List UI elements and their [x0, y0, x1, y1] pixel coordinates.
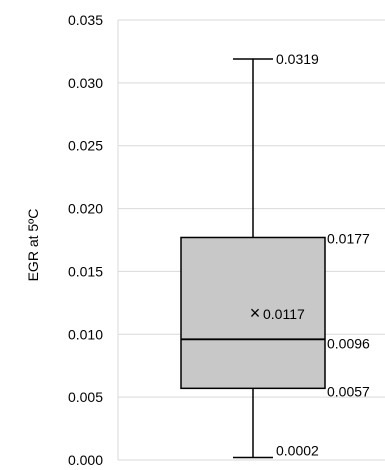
label-mean: 0.0117 — [263, 306, 305, 322]
y-tick-label: 0.030 — [68, 75, 103, 91]
y-tick-labels: 0.000 0.005 0.010 0.015 0.020 0.025 0.030 0.035 — [68, 12, 103, 468]
data-labels: 0.0319 0.0177 0.0117 0.0096 0.0057 0.000… — [263, 51, 370, 459]
y-tick-label: 0.025 — [68, 138, 103, 154]
label-q3: 0.0177 — [327, 230, 370, 246]
label-min: 0.0002 — [276, 442, 319, 458]
y-tick-label: 0.015 — [68, 263, 103, 279]
y-tick-label: 0.020 — [68, 201, 103, 217]
label-q1: 0.0057 — [327, 383, 370, 399]
y-tick-label: 0.000 — [68, 452, 103, 468]
label-median: 0.0096 — [327, 335, 370, 351]
y-tick-label: 0.005 — [68, 389, 103, 405]
label-max: 0.0319 — [276, 51, 319, 67]
mean-marker: × — [250, 303, 261, 323]
interquartile-box — [180, 236, 326, 390]
y-tick-label: 0.010 — [68, 326, 103, 342]
y-tick-label: 0.035 — [68, 12, 103, 28]
y-axis-label: EGR at 5ºC — [25, 209, 41, 282]
box-plot: × — [180, 58, 326, 459]
